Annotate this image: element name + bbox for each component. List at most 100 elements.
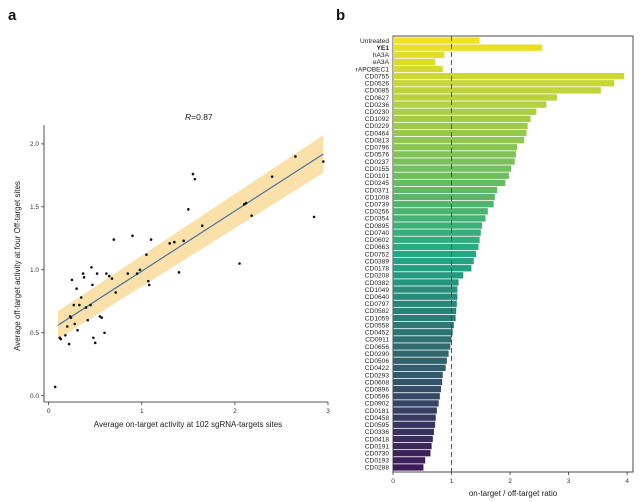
scatter-point: [270, 175, 274, 178]
bar: [393, 279, 459, 286]
scatter-point: [242, 203, 246, 206]
bar: [393, 350, 449, 357]
scatter-point: [89, 303, 92, 307]
scatter-point: [64, 333, 67, 337]
bar: [393, 300, 457, 307]
category-label: CD0085: [365, 88, 390, 95]
scatter-point: [105, 272, 108, 275]
x-tick-label: 2: [508, 478, 512, 485]
scatter-point: [69, 316, 73, 319]
bar-chart: UntreatedYE1hA3AeA3ArAPOBEC1CD0755CD0526…: [356, 35, 634, 498]
bar: [393, 357, 447, 364]
category-label: CD0422: [365, 365, 390, 372]
category-label: CD0740: [365, 230, 390, 237]
category-label: CD0336: [365, 429, 390, 436]
x-tick-label: 1: [140, 408, 144, 415]
category-label: CD0796: [365, 145, 390, 152]
scatter-point: [73, 322, 77, 326]
category-label: CD0752: [365, 251, 390, 258]
scatter-point: [147, 283, 151, 287]
category-label: CD0382: [365, 280, 390, 287]
scatter-point: [82, 276, 86, 279]
scatter-point: [90, 265, 93, 269]
category-label: CD0193: [365, 458, 390, 465]
scatter-points: [53, 155, 325, 389]
category-label: CD0558: [365, 322, 390, 329]
bar: [393, 179, 506, 187]
category-label: CD0256: [365, 209, 390, 216]
bar: [393, 371, 443, 379]
bar: [393, 343, 451, 350]
y-tick-label: 2.0: [30, 141, 39, 148]
bar: [393, 442, 432, 450]
scatter-point: [107, 274, 111, 278]
bar: [393, 307, 457, 315]
category-label: CD0452: [365, 330, 390, 337]
scatter-point: [100, 316, 104, 319]
bar: [393, 172, 509, 179]
scatter-point: [173, 240, 176, 244]
category-label: rAPOBEC1: [356, 66, 390, 73]
confidence-band: [58, 135, 324, 339]
category-label: CD0582: [365, 308, 390, 315]
bar: [393, 193, 495, 201]
category-label: CD0506: [365, 358, 390, 365]
scatter-point: [193, 177, 197, 181]
bar: [393, 386, 441, 393]
bar: [393, 80, 615, 87]
bar: [393, 108, 537, 115]
scatter-point: [92, 336, 95, 340]
x-tick-label: 0: [391, 478, 395, 485]
correlation-annotation: R=0.87: [185, 112, 213, 122]
bar: [393, 222, 482, 229]
bar: [393, 400, 439, 407]
scatter-point: [84, 306, 88, 309]
y-tick-label: 0.0: [30, 393, 39, 400]
category-label: CD0595: [365, 422, 390, 429]
bar: [393, 144, 518, 151]
scatter-point: [168, 242, 172, 245]
scatter-point: [312, 215, 316, 219]
bar: [393, 464, 424, 471]
x-axis-title: on-target / off-target ratio: [469, 489, 558, 498]
category-label: CD0245: [365, 180, 390, 187]
y-tick-label: 1.5: [30, 204, 39, 211]
bar: [393, 293, 458, 300]
category-label: CD0293: [365, 372, 390, 379]
scatter-point: [86, 318, 90, 322]
scatter-point: [76, 328, 79, 332]
x-tick-label: 1: [450, 478, 454, 485]
category-label: CD0354: [365, 216, 390, 223]
scatter-point: [53, 385, 57, 389]
bar: [393, 215, 486, 222]
scatter-point: [135, 272, 139, 275]
bar: [393, 243, 479, 251]
scatter-point: [250, 214, 253, 217]
r-symbol: R: [185, 112, 191, 122]
bar: [393, 364, 446, 371]
category-labels: UntreatedYE1hA3AeA3ArAPOBEC1CD0755CD0526…: [356, 38, 390, 472]
scatter-point: [75, 287, 78, 290]
category-label: CD0191: [365, 443, 390, 450]
scatter-point: [177, 271, 181, 274]
bar: [393, 122, 528, 130]
category-label: CD0608: [365, 379, 390, 386]
bar: [393, 44, 543, 51]
category-label: CD0896: [365, 386, 390, 393]
category-label: CD0526: [365, 81, 390, 88]
category-label: CD0101: [365, 173, 390, 180]
bar: [393, 51, 445, 58]
scatter-point: [67, 342, 71, 346]
scatter-point: [93, 341, 97, 345]
bar: [393, 165, 512, 172]
scatter-point: [146, 279, 150, 283]
bar: [393, 450, 431, 457]
scatter-point: [59, 337, 63, 341]
category-label: CD0640: [365, 294, 390, 301]
category-label: CD0902: [365, 401, 390, 408]
x-tick-label: 4: [625, 478, 629, 485]
bar: [393, 257, 474, 265]
x-tick-label: 0: [47, 408, 51, 415]
scatter-point: [126, 272, 130, 275]
category-label: CD0236: [365, 102, 390, 109]
